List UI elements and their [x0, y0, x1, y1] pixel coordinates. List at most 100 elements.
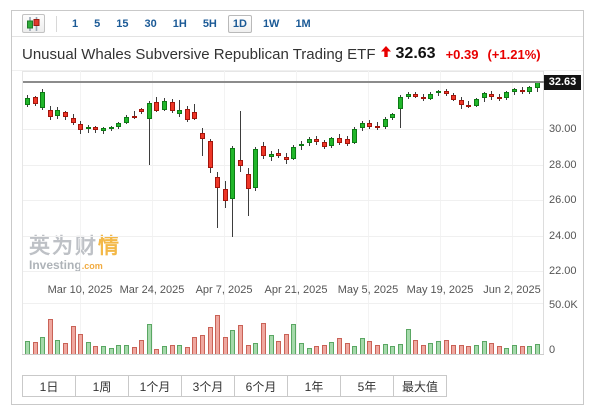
candle-body: [184, 109, 190, 120]
candle-body: [512, 89, 518, 93]
volume-bar: [70, 325, 76, 354]
volume-bar: [238, 325, 244, 354]
price-gridline: [23, 164, 543, 166]
volume-bar: [451, 344, 457, 354]
range-button-6[interactable]: 1年: [287, 375, 341, 397]
range-button-4[interactable]: 3个月: [181, 375, 235, 397]
volume-bar: [428, 342, 434, 354]
volume-bar: [443, 339, 449, 354]
volume-bar: [420, 344, 426, 354]
volume-bar: [314, 345, 320, 354]
interval-button-5h[interactable]: 5H: [202, 17, 217, 30]
volume-bar: [397, 344, 403, 354]
volume-bar: [276, 340, 282, 354]
volume-bar: [169, 344, 175, 354]
interval-button-1m[interactable]: 1M: [295, 17, 311, 30]
candlestick-icon: [27, 16, 40, 31]
interval-button-1w[interactable]: 1W: [262, 17, 280, 30]
volume-bar: [473, 344, 479, 354]
volume-bar: [321, 344, 327, 354]
volume-bar: [458, 345, 464, 354]
volume-bar: [413, 339, 419, 354]
price-tick-label: 28.00: [549, 158, 577, 171]
candle-body: [139, 109, 145, 113]
candle-body: [25, 97, 30, 106]
volume-bar: [78, 333, 84, 354]
candle-body: [230, 147, 236, 200]
volume-bar: [527, 346, 533, 354]
volume-bar: [222, 336, 228, 354]
volume-bar: [298, 342, 304, 354]
watermark: 英为财情 Investing.com: [29, 230, 121, 272]
candle-body: [283, 157, 289, 160]
volume-bar: [146, 323, 152, 354]
range-button-5[interactable]: 6个月: [234, 375, 288, 397]
candle-body: [222, 189, 228, 202]
price-tick-label: 22.00: [549, 265, 577, 277]
volume-bar: [306, 348, 312, 354]
price-tick-label: 30.00: [549, 123, 577, 135]
candle-body: [451, 94, 457, 100]
range-selector: 1日 1周 1个月 3个月 6个月 1年 5年 最大值: [22, 375, 447, 397]
candle-body: [154, 102, 160, 111]
interval-button-15[interactable]: 15: [116, 17, 129, 30]
current-price-label: 32.63: [544, 75, 581, 91]
vertical-gridline: [440, 71, 441, 354]
interval-button-1[interactable]: 1: [72, 17, 79, 30]
interval-button-5[interactable]: 5: [94, 17, 101, 30]
volume-bar: [55, 340, 61, 354]
price-gridline: [23, 200, 543, 201]
range-button-3[interactable]: 1个月: [128, 375, 182, 397]
volume-bar: [230, 329, 236, 354]
last-price: 32.63: [395, 45, 436, 62]
candle-wick: [194, 103, 196, 121]
candle-body: [390, 114, 396, 119]
candle-wick: [133, 110, 135, 120]
volume-bar: [207, 326, 213, 354]
candle-body: [78, 123, 84, 130]
candle-body: [131, 115, 137, 118]
volume-bar: [101, 346, 107, 354]
candle-body: [200, 132, 206, 139]
price-change: +0.39: [445, 46, 479, 62]
candle-body: [253, 149, 259, 188]
volume-bar: [32, 342, 38, 354]
range-button-2[interactable]: 1周: [75, 375, 129, 397]
volume-bar: [123, 345, 129, 354]
price-up-arrow-icon: [380, 45, 391, 57]
interval-button-1h[interactable]: 1H: [172, 17, 187, 30]
candle-body: [519, 89, 525, 93]
candle-body: [466, 104, 472, 107]
range-button-1[interactable]: 1日: [22, 375, 76, 397]
candle-body: [481, 93, 487, 99]
volume-bar: [192, 336, 198, 354]
candle-wick: [247, 168, 249, 216]
volume-bar: [184, 346, 190, 354]
candle-body: [428, 93, 434, 99]
volume-bar: [161, 345, 167, 354]
range-button-7[interactable]: 5年: [340, 375, 394, 397]
candle-body: [496, 97, 502, 100]
candle-wick: [278, 148, 280, 159]
plot-frame-top: [22, 71, 543, 72]
candle-wick: [377, 122, 379, 130]
candle-wick: [179, 99, 181, 117]
candle-body: [352, 128, 358, 144]
candle-body: [207, 141, 213, 169]
candle-body: [215, 176, 221, 189]
date-label: Jun 2, 2025: [483, 284, 541, 296]
candle-body: [101, 128, 107, 131]
candle-body: [306, 138, 312, 144]
chart-type-button[interactable]: [22, 14, 45, 33]
candle-body: [413, 93, 419, 97]
range-button-8[interactable]: 最大值: [393, 375, 447, 397]
interval-button-1d[interactable]: 1D: [227, 14, 252, 33]
candle-wick: [468, 100, 470, 109]
candle-wick: [240, 110, 242, 172]
interval-button-30[interactable]: 30: [144, 17, 157, 30]
volume-bar: [108, 347, 114, 354]
candle-body: [192, 112, 198, 119]
volume-bar: [139, 339, 145, 354]
price-change-percent: (+1.21%): [487, 46, 541, 62]
candle-body: [443, 91, 449, 95]
